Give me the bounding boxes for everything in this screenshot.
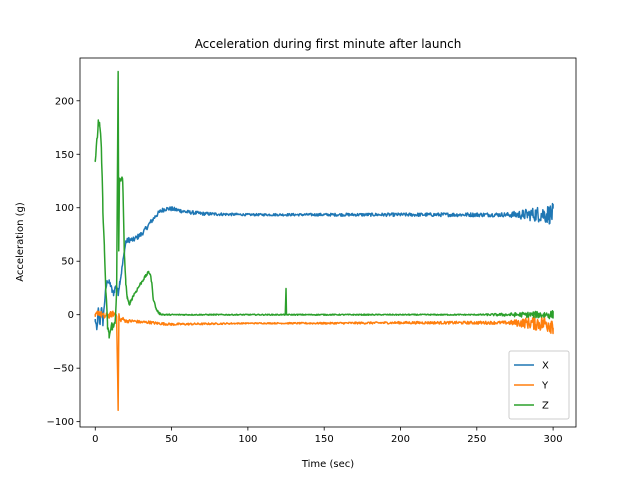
- x-tick-label: 150: [315, 434, 334, 445]
- x-axis-label: Time (sec): [301, 459, 354, 470]
- legend-label-x: X: [542, 361, 549, 372]
- x-tick-label: 50: [165, 434, 178, 445]
- x-tick-label: 100: [238, 434, 257, 445]
- y-tick-label: 200: [55, 96, 74, 107]
- y-tick-label: −100: [47, 417, 74, 428]
- y-tick-label: 150: [55, 150, 74, 161]
- y-tick-label: 0: [68, 310, 74, 321]
- plot-frame: [79, 57, 577, 428]
- x-tick-label: 200: [391, 434, 410, 445]
- y-axis: −100 −50 0 50 100 150 200: [47, 96, 80, 428]
- legend-label-z: Z: [542, 401, 549, 412]
- series-line-z: [94, 70, 554, 339]
- plot-background: [80, 58, 576, 427]
- plot-area: [79, 57, 577, 428]
- x-tick-label: 250: [467, 434, 486, 445]
- series-line-y: [94, 310, 554, 412]
- y-axis-label: Acceleration (g): [15, 202, 26, 282]
- y-tick-label: 100: [55, 203, 74, 214]
- y-tick-label: 50: [61, 257, 74, 268]
- legend-label-y: Y: [541, 381, 549, 392]
- series-layer: [94, 70, 554, 412]
- legend-items: XYZ: [514, 361, 549, 412]
- legend-frame: [508, 350, 570, 420]
- x-axis: 0 50 100 150 200 250 300: [92, 427, 563, 445]
- y-tick-label: −50: [53, 364, 74, 375]
- x-tick-label: 0: [92, 434, 98, 445]
- series-line-x: [94, 202, 554, 331]
- legend: XYZ: [508, 350, 570, 420]
- x-tick-label: 300: [544, 434, 563, 445]
- chart-title: Acceleration during first minute after l…: [195, 37, 462, 51]
